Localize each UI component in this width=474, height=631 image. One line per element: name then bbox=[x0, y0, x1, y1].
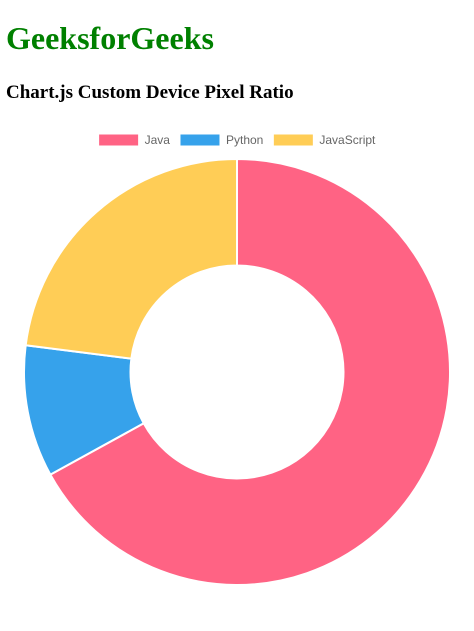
legend-swatch-python bbox=[179, 133, 221, 147]
chart-legend: Java Python JavaScript bbox=[98, 133, 376, 147]
chart-slices bbox=[23, 157, 451, 586]
legend-label-java: Java bbox=[145, 133, 171, 147]
page-subtitle: Chart.js Custom Device Pixel Ratio bbox=[6, 82, 294, 103]
legend-item-java[interactable]: Java bbox=[98, 133, 171, 147]
slice-java[interactable] bbox=[48, 157, 451, 586]
legend-swatch-java bbox=[98, 133, 140, 147]
slice-javascript[interactable] bbox=[24, 157, 238, 360]
legend-swatch-javascript bbox=[272, 133, 314, 147]
legend-label-python: Python bbox=[226, 133, 263, 147]
legend-item-python[interactable]: Python bbox=[179, 133, 263, 147]
legend-item-javascript[interactable]: JavaScript bbox=[272, 133, 376, 147]
site-title: GeeksforGeeks bbox=[6, 20, 214, 56]
legend-label-javascript: JavaScript bbox=[319, 133, 376, 147]
